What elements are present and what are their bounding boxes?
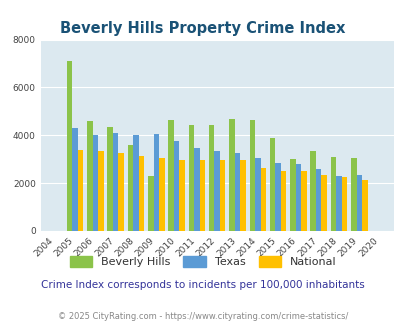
Bar	[269, 138, 275, 231]
Bar	[128, 145, 133, 231]
Text: © 2025 CityRating.com - https://www.cityrating.com/crime-statistics/: © 2025 CityRating.com - https://www.city…	[58, 312, 347, 321]
Bar	[301, 171, 306, 231]
Bar	[148, 176, 153, 231]
Bar	[330, 157, 335, 231]
Bar	[280, 171, 286, 231]
Bar	[133, 135, 139, 231]
Bar	[361, 180, 367, 231]
Bar	[98, 151, 103, 231]
Bar	[139, 156, 144, 231]
Bar	[113, 133, 118, 231]
Bar	[335, 176, 341, 231]
Bar	[260, 168, 265, 231]
Bar	[78, 150, 83, 231]
Text: Crime Index corresponds to incidents per 100,000 inhabitants: Crime Index corresponds to incidents per…	[41, 280, 364, 290]
Text: Beverly Hills Property Crime Index: Beverly Hills Property Crime Index	[60, 21, 345, 36]
Bar	[249, 120, 254, 231]
Bar	[159, 158, 164, 231]
Bar	[168, 120, 173, 231]
Bar	[341, 177, 346, 231]
Bar	[179, 160, 184, 231]
Bar	[321, 175, 326, 231]
Bar	[173, 141, 179, 231]
Bar	[290, 159, 295, 231]
Bar	[356, 175, 361, 231]
Bar	[188, 124, 194, 231]
Bar	[214, 151, 220, 231]
Bar	[310, 151, 315, 231]
Bar	[153, 134, 159, 231]
Bar	[199, 160, 205, 231]
Bar	[350, 158, 356, 231]
Bar	[87, 121, 92, 231]
Bar	[295, 164, 301, 231]
Bar	[234, 153, 240, 231]
Bar	[107, 127, 113, 231]
Bar	[67, 61, 72, 231]
Bar	[72, 128, 78, 231]
Bar	[209, 124, 214, 231]
Bar	[254, 158, 260, 231]
Bar	[220, 160, 225, 231]
Bar	[194, 148, 199, 231]
Bar	[275, 163, 280, 231]
Bar	[229, 118, 234, 231]
Legend: Beverly Hills, Texas, National: Beverly Hills, Texas, National	[65, 251, 340, 271]
Bar	[315, 169, 321, 231]
Bar	[240, 160, 245, 231]
Bar	[92, 135, 98, 231]
Bar	[118, 153, 124, 231]
